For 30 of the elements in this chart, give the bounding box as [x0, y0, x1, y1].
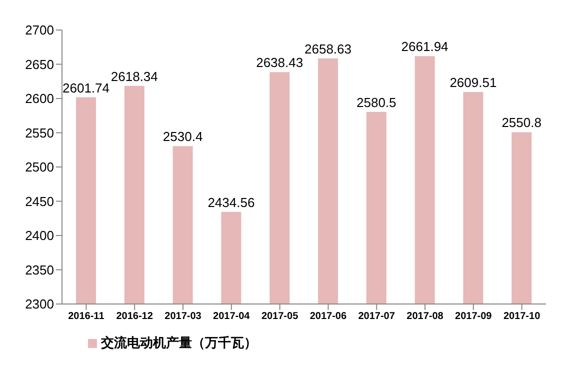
x-tick-label: 2017-10 — [503, 311, 541, 322]
y-tick-label: 2550 — [25, 125, 54, 140]
x-tick-label: 2017-08 — [406, 311, 444, 322]
y-tick-label: 2300 — [25, 296, 54, 312]
data-label: 2609.51 — [450, 74, 497, 90]
x-tick-label: 2017-03 — [164, 311, 202, 322]
data-label: 2550.8 — [502, 115, 542, 130]
x-tick-label: 2016-11 — [68, 311, 105, 322]
legend-label: 交流电动机产量（万千瓦） — [101, 335, 257, 350]
data-label: 2434.56 — [208, 194, 255, 210]
x-tick-label: 2017-09 — [455, 311, 492, 322]
y-tick-label: 2700 — [25, 22, 54, 38]
data-label: 2638.43 — [256, 55, 304, 70]
x-tick-label: 2017-07 — [358, 311, 396, 322]
data-label: 2661.94 — [401, 39, 448, 54]
data-label: 2530.4 — [162, 129, 203, 144]
data-label: 2601.74 — [62, 80, 110, 96]
data-label: 2618.34 — [110, 68, 158, 84]
y-tick-label: 2400 — [25, 228, 54, 244]
x-tick-label: 2017-04 — [213, 311, 250, 322]
x-tick-label: 2017-05 — [261, 311, 299, 322]
data-label: 2580.5 — [356, 94, 396, 110]
x-tick-label: 2017-06 — [310, 311, 347, 322]
y-tick-label: 2350 — [25, 262, 54, 278]
x-tick-label: 2016-12 — [116, 311, 154, 322]
y-tick-label: 2600 — [25, 91, 54, 106]
y-tick-label: 2450 — [25, 194, 54, 209]
data-label: 2658.63 — [304, 41, 352, 56]
y-tick-label: 2500 — [25, 160, 54, 175]
y-tick-label: 2650 — [25, 56, 54, 72]
